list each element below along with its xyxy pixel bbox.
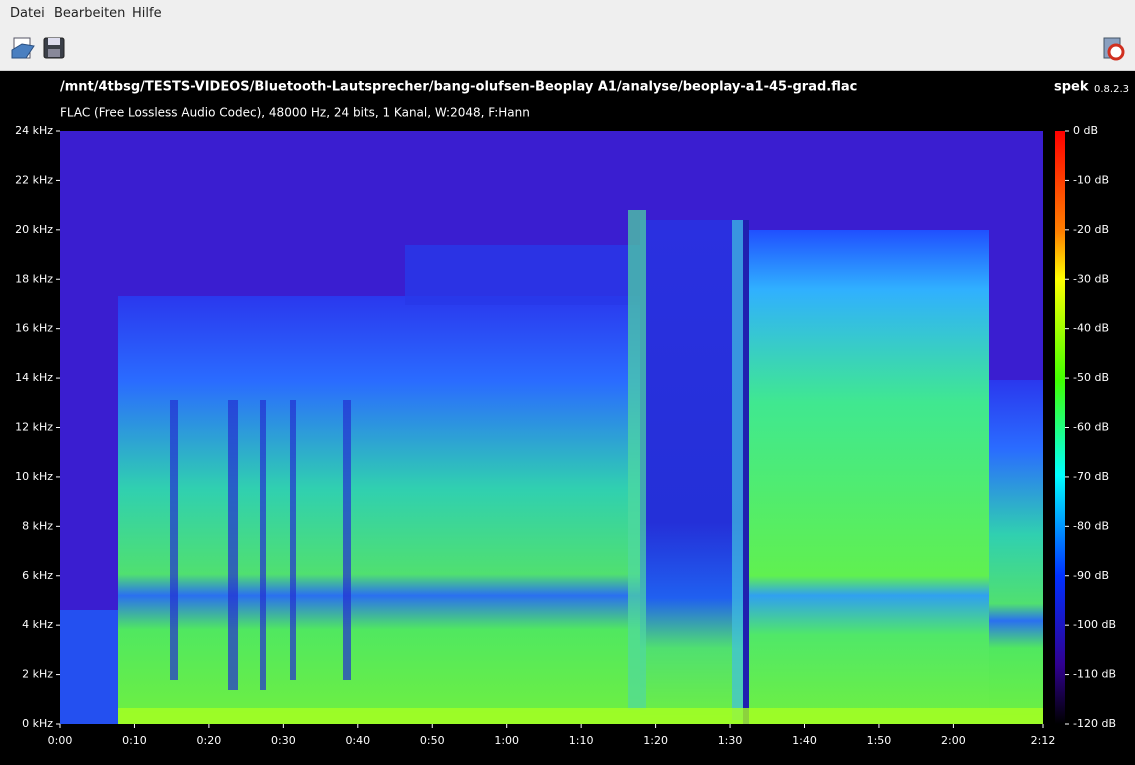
time-label: 2:00 [941,734,966,747]
db-label: -110 dB [1073,668,1116,681]
freq-label: 4 kHz [22,618,53,631]
app-name: spek [1054,80,1089,95]
time-label: 0:20 [197,734,222,747]
about-button[interactable] [1103,37,1125,61]
db-label: -80 dB [1073,519,1109,532]
freq-label: 18 kHz [15,272,53,285]
file-info: FLAC (Free Lossless Audio Codec), 48000 … [60,106,530,120]
app-version: 0.8.2.3 [1094,84,1129,95]
time-label: 0:30 [271,734,296,747]
time-label: 0:00 [48,734,73,747]
time-label: 1:40 [792,734,817,747]
freq-label: 6 kHz [22,569,53,582]
spectrogram [60,131,1043,724]
time-label: 1:00 [494,734,519,747]
freq-label: 22 kHz [15,173,53,186]
freq-label: 20 kHz [15,223,53,236]
time-label: 1:30 [718,734,743,747]
db-label: -50 dB [1073,371,1109,384]
freq-label: 10 kHz [15,470,53,483]
freq-label: 24 kHz [15,124,53,137]
db-label: 0 dB [1073,124,1098,137]
toolbar-icons [11,37,1125,61]
db-label: -10 dB [1073,173,1109,186]
freq-label: 12 kHz [15,421,53,434]
menu-item[interactable]: Datei [10,6,45,21]
time-label: 0:50 [420,734,445,747]
db-label: -120 dB [1073,717,1116,730]
axes: 24 kHz 22 kHz 20 kHz 18 kHz 16 kHz 14 kHz 12 k… [15,124,1116,747]
db-label: -40 dB [1073,322,1109,335]
file-path: /mnt/4tbsg/TESTS-VIDEOS/Bluetooth-Lautsp… [60,80,857,95]
freq-label: 14 kHz [15,371,53,384]
menu-bar: Datei Bearbeiten Hilfe [0,0,1135,28]
spectrogram-view: /mnt/4tbsg/TESTS-VIDEOS/Bluetooth-Lautsp… [15,80,1129,748]
time-label: 1:20 [643,734,668,747]
open-button[interactable] [11,37,35,59]
freq-label: 0 kHz [22,717,53,730]
save-button[interactable] [43,37,65,59]
time-label: 1:50 [867,734,892,747]
time-label: 1:10 [569,734,594,747]
db-label: -70 dB [1073,470,1109,483]
menu-item[interactable]: Bearbeiten [54,6,126,21]
time-label: 0:40 [345,734,370,747]
db-label: -20 dB [1073,223,1109,236]
freq-label: 16 kHz [15,322,53,335]
db-label: -100 dB [1073,618,1116,631]
db-label: -90 dB [1073,569,1109,582]
db-label: -30 dB [1073,272,1109,285]
db-colorbar [1055,131,1065,724]
freq-label: 2 kHz [22,668,53,681]
menu-item[interactable]: Hilfe [132,6,162,21]
db-label: -60 dB [1073,421,1109,434]
freq-label: 8 kHz [22,519,53,532]
time-label: 2:12 [1031,734,1056,747]
toolbar [0,28,1135,71]
time-label: 0:10 [122,734,147,747]
